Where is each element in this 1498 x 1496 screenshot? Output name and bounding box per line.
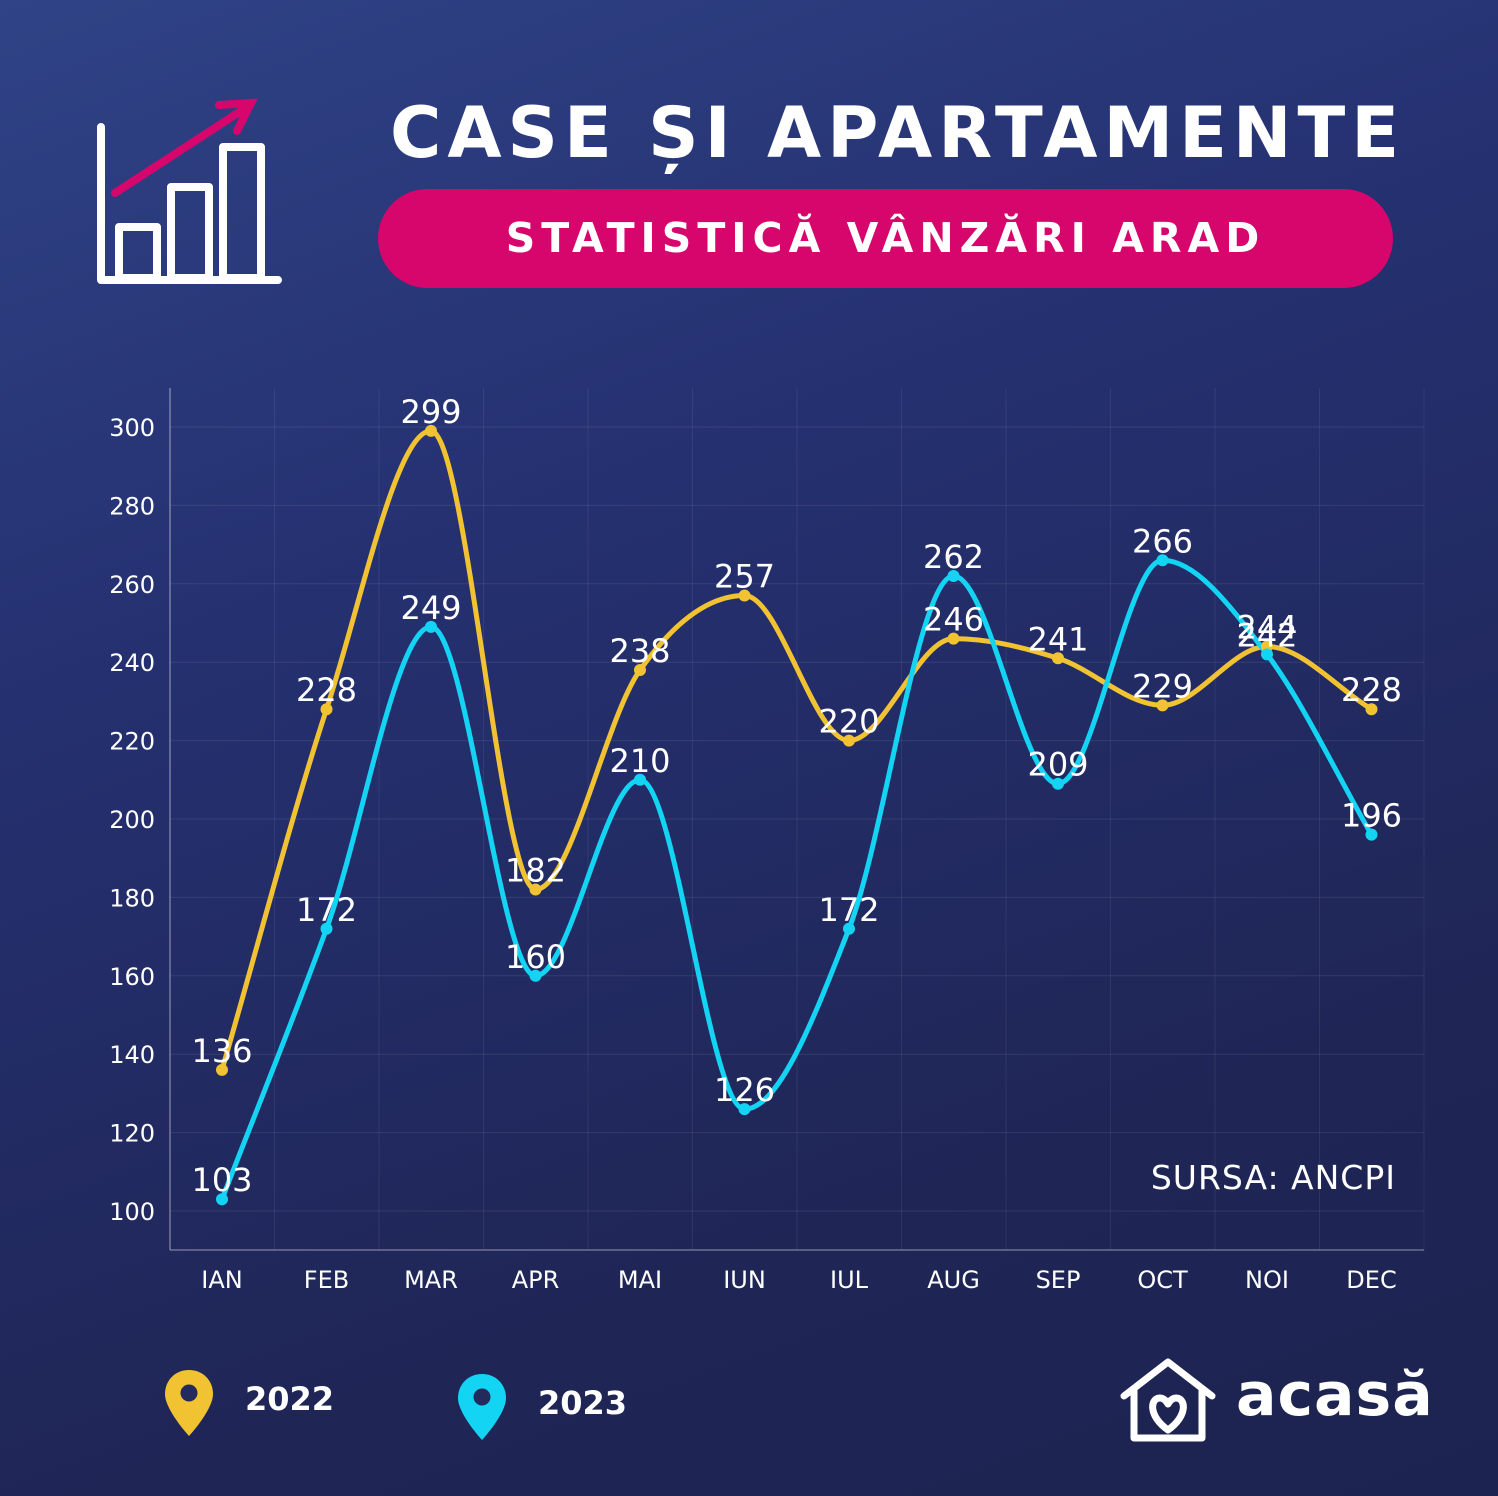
legend-label-2022: 2022 — [245, 1380, 335, 1418]
data-point-2023 — [1261, 648, 1273, 661]
data-label-2023: 160 — [505, 938, 566, 976]
data-point-2023 — [738, 1103, 751, 1116]
data-point-2023 — [216, 1193, 228, 1206]
data-point-2023 — [1156, 554, 1169, 567]
series-points — [216, 424, 1378, 1206]
y-tick-label: 220 — [109, 728, 155, 756]
icon-axis — [97, 123, 282, 284]
legend-2022-pin-icon — [165, 1370, 213, 1436]
y-tick-label: 120 — [109, 1120, 155, 1148]
y-tick-label: 260 — [109, 571, 155, 599]
data-point-2022 — [529, 883, 542, 896]
series-line-2022 — [219, 428, 1374, 1073]
page-title: CASE ȘI APARTAMENTE — [390, 92, 1406, 174]
y-tick-label: 160 — [109, 963, 155, 991]
data-label-2022: 229 — [1132, 667, 1193, 705]
data-label-2022: 244 — [1236, 609, 1297, 647]
y-tick-label: 240 — [109, 649, 155, 677]
series-lines — [219, 428, 1374, 1202]
y-axis-ticks: 100 120 140 160 180 200 220 240 260 280 300 — [109, 414, 155, 1226]
x-tick-label: NOI — [1245, 1266, 1289, 1294]
data-point-2023 — [634, 773, 646, 786]
x-tick-label: IUN — [723, 1266, 766, 1294]
data-point-2022 — [1365, 703, 1378, 716]
x-tick-label: APR — [512, 1266, 560, 1294]
legend-label-2023: 2023 — [538, 1384, 628, 1422]
brand-name: acasă — [1236, 1360, 1434, 1430]
subtitle-pill — [378, 189, 1393, 288]
data-point-2022 — [947, 632, 960, 645]
data-label-2023: 172 — [296, 891, 357, 929]
series-line-2023 — [219, 557, 1374, 1202]
data-point-2022 — [216, 1063, 228, 1076]
data-label-2023: 196 — [1341, 797, 1402, 835]
data-label-2023: 210 — [609, 742, 670, 780]
data-point-2022 — [738, 589, 751, 602]
x-tick-label: MAR — [404, 1266, 458, 1294]
grid-lines — [169, 388, 1425, 1250]
data-point-2023 — [320, 922, 333, 935]
data-point-2023 — [425, 620, 437, 633]
x-tick-label: OCT — [1137, 1266, 1188, 1294]
data-label-2022: 238 — [609, 632, 670, 670]
data-label-2023: 262 — [923, 538, 984, 576]
y-tick-label: 180 — [109, 884, 155, 912]
y-tick-label: 200 — [109, 806, 155, 834]
legend-2023-pin-icon — [458, 1374, 506, 1440]
data-point-2023 — [947, 569, 960, 582]
data-point-2022 — [1052, 652, 1064, 665]
y-tick-label: 300 — [109, 414, 155, 442]
data-labels: 136 228 299 182 238 257 220 246 241 229 244 228 103 1… — [191, 393, 1402, 1199]
header-chart-icon — [97, 98, 282, 284]
data-point-2022 — [843, 734, 855, 747]
y-tick-label: 100 — [109, 1198, 155, 1226]
x-tick-label: FEB — [304, 1266, 349, 1294]
axes — [169, 388, 1424, 1251]
x-tick-label: IAN — [201, 1266, 242, 1294]
data-label-2023: 126 — [714, 1071, 775, 1109]
data-label-2022: 257 — [714, 558, 775, 596]
data-point-2022 — [1156, 699, 1169, 712]
y-tick-label: 140 — [109, 1041, 155, 1069]
page-subtitle: STATISTICĂ VÂNZĂRI ARAD — [505, 214, 1266, 262]
data-point-2023 — [1365, 828, 1378, 841]
icon-bar-medium — [167, 183, 213, 282]
data-label-2022: 228 — [1341, 671, 1402, 709]
data-label-2023: 266 — [1132, 522, 1193, 560]
x-tick-label: AUG — [927, 1266, 980, 1294]
data-label-2023: 249 — [400, 589, 461, 627]
data-point-2022 — [320, 703, 333, 716]
growth-arrow-icon — [111, 98, 258, 197]
source-note: SURSA: ANCPI — [1150, 1158, 1396, 1197]
data-point-2022 — [425, 424, 437, 437]
data-label-2022: 220 — [818, 703, 879, 741]
x-tick-label: DEC — [1346, 1266, 1396, 1294]
data-label-2022: 136 — [191, 1032, 252, 1070]
data-label-2022: 246 — [923, 601, 984, 639]
data-point-2022 — [634, 664, 646, 677]
data-point-2023 — [843, 922, 855, 935]
data-label-2023: 172 — [818, 891, 879, 929]
y-tick-label: 280 — [109, 492, 155, 520]
data-point-2023 — [1052, 777, 1064, 790]
x-tick-label: MAI — [618, 1266, 662, 1294]
data-label-2022: 228 — [296, 671, 357, 709]
data-label-2023: 103 — [191, 1161, 252, 1199]
icon-bar-small — [115, 223, 161, 282]
data-label-2023: 209 — [1027, 746, 1088, 784]
data-label-2023: 242 — [1236, 616, 1297, 654]
x-tick-label: IUL — [830, 1266, 869, 1294]
house-heart-icon — [1120, 1358, 1216, 1442]
data-label-2022: 299 — [400, 393, 461, 431]
data-label-2022: 241 — [1027, 620, 1088, 658]
data-point-2023 — [529, 969, 542, 982]
x-tick-label: SEP — [1036, 1266, 1081, 1294]
icon-bar-large — [219, 143, 265, 282]
data-label-2022: 182 — [505, 852, 566, 890]
x-axis-ticks: IAN FEB MAR APR MAI IUN IUL AUG SEP OCT NOI DEC — [201, 1266, 1396, 1294]
